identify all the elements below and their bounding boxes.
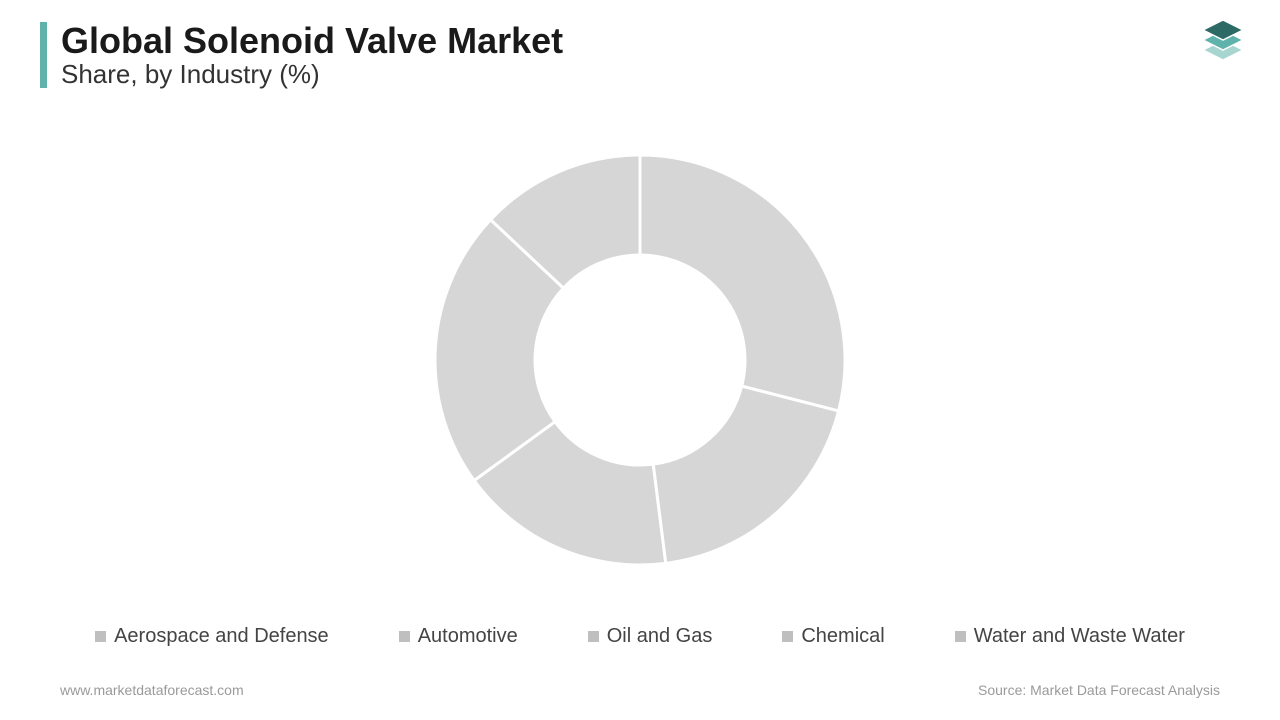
footer-source: Source: Market Data Forecast Analysis [978, 682, 1220, 698]
chart-legend: Aerospace and Defense Automotive Oil and G… [0, 625, 1280, 648]
legend-item: Aerospace and Defense [95, 625, 329, 648]
page-title: Global Solenoid Valve Market [61, 22, 563, 60]
donut-slice [640, 155, 845, 411]
page-subtitle: Share, by Industry (%) [61, 60, 563, 89]
brand-logo-icon [1196, 18, 1250, 77]
legend-label: Automotive [418, 625, 518, 648]
legend-swatch-icon [588, 631, 599, 642]
legend-label: Chemical [801, 625, 884, 648]
legend-item: Automotive [399, 625, 518, 648]
legend-swatch-icon [95, 631, 106, 642]
legend-item: Chemical [782, 625, 884, 648]
legend-item: Water and Waste Water [955, 625, 1185, 648]
legend-swatch-icon [782, 631, 793, 642]
title-accent-bar [40, 22, 47, 88]
title-text: Global Solenoid Valve Market Share, by I… [61, 22, 563, 88]
legend-item: Oil and Gas [588, 625, 713, 648]
legend-swatch-icon [955, 631, 966, 642]
legend-label: Water and Waste Water [974, 625, 1185, 648]
legend-label: Aerospace and Defense [114, 625, 329, 648]
footer-url: www.marketdataforecast.com [60, 682, 244, 698]
donut-chart [435, 155, 845, 570]
legend-swatch-icon [399, 631, 410, 642]
legend-label: Oil and Gas [607, 625, 713, 648]
title-block: Global Solenoid Valve Market Share, by I… [40, 22, 563, 88]
donut-slice [653, 386, 838, 563]
